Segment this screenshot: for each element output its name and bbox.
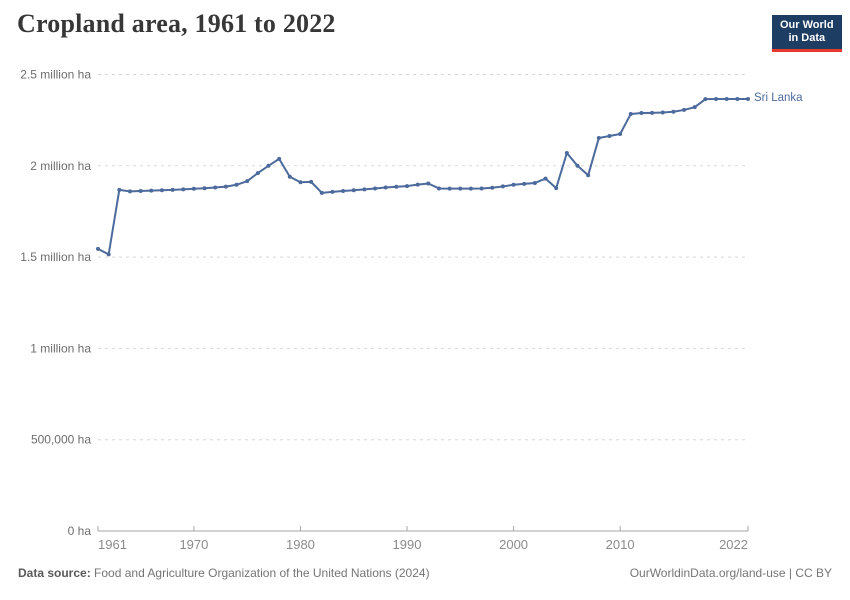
data-point[interactable] — [714, 96, 719, 101]
data-point[interactable] — [511, 182, 516, 187]
data-point[interactable] — [330, 189, 335, 194]
data-point[interactable] — [223, 184, 228, 189]
data-point[interactable] — [639, 111, 644, 116]
data-point[interactable] — [405, 184, 410, 189]
data-point[interactable] — [532, 180, 537, 185]
data-point[interactable] — [586, 173, 591, 178]
data-point[interactable] — [447, 186, 452, 191]
data-point[interactable] — [287, 174, 292, 179]
x-axis-tick-label: 2000 — [499, 537, 528, 552]
data-point[interactable] — [191, 186, 196, 191]
x-axis-tick-label: 2022 — [719, 537, 748, 552]
data-point[interactable] — [522, 181, 527, 186]
data-point[interactable] — [543, 176, 548, 181]
y-axis-tick-label: 1 million ha — [30, 341, 91, 355]
owid-logo-line2: in Data — [788, 32, 826, 45]
y-axis-tick-label: 0 ha — [68, 524, 92, 538]
data-point[interactable] — [735, 96, 740, 101]
data-point[interactable] — [746, 96, 750, 101]
data-source-note: Data source: Food and Agriculture Organi… — [18, 566, 430, 580]
y-axis-tick-label: 1.5 million ha — [20, 250, 91, 264]
data-point[interactable] — [500, 184, 505, 189]
y-axis-tick-label: 2.5 million ha — [20, 68, 91, 82]
data-point[interactable] — [351, 188, 356, 193]
data-point[interactable] — [309, 179, 314, 184]
data-point[interactable] — [117, 187, 122, 192]
data-point[interactable] — [245, 179, 250, 184]
data-point[interactable] — [213, 185, 218, 190]
data-point[interactable] — [607, 134, 612, 139]
x-axis-tick-label: 1990 — [393, 537, 422, 552]
data-point[interactable] — [170, 187, 175, 192]
data-point[interactable] — [692, 105, 697, 110]
data-source-text: Food and Agriculture Organization of the… — [94, 566, 430, 580]
data-point[interactable] — [266, 163, 271, 168]
data-point[interactable] — [426, 181, 431, 186]
data-point[interactable] — [383, 185, 388, 190]
data-point[interactable] — [106, 252, 111, 257]
chart-footer: Data source: Food and Agriculture Organi… — [18, 566, 832, 580]
data-source-label: Data source: — [18, 566, 91, 580]
data-point[interactable] — [575, 163, 580, 168]
chart-title: Cropland area, 1961 to 2022 — [17, 9, 336, 38]
x-axis-tick-label: 2010 — [606, 537, 635, 552]
data-point[interactable] — [202, 186, 207, 191]
x-axis-tick-label: 1980 — [286, 537, 315, 552]
data-point[interactable] — [341, 188, 346, 193]
data-point[interactable] — [703, 97, 708, 102]
data-point[interactable] — [415, 182, 420, 187]
data-point[interactable] — [458, 186, 463, 191]
y-axis-tick-label: 500,000 ha — [31, 433, 91, 447]
data-point[interactable] — [149, 188, 154, 193]
data-point[interactable] — [255, 171, 260, 176]
data-point[interactable] — [373, 186, 378, 191]
data-point[interactable] — [618, 132, 623, 137]
data-point[interactable] — [234, 182, 239, 187]
data-point[interactable] — [436, 186, 441, 191]
data-point[interactable] — [181, 187, 186, 192]
data-line-sri-lanka[interactable] — [97, 97, 749, 256]
data-point[interactable] — [660, 110, 665, 115]
data-point[interactable] — [490, 185, 495, 190]
data-point[interactable] — [628, 111, 633, 116]
data-point[interactable] — [138, 188, 143, 193]
y-axis-tick-label: 2 million ha — [30, 159, 91, 173]
data-point[interactable] — [394, 184, 399, 189]
data-point[interactable] — [682, 107, 687, 112]
data-point[interactable] — [671, 109, 676, 114]
data-point[interactable] — [650, 110, 655, 115]
data-point[interactable] — [362, 187, 367, 192]
data-point[interactable] — [127, 189, 132, 194]
line-chart: 0 ha 500,000 ha 1 million ha 1.5 million ha… — [20, 68, 750, 552]
data-point[interactable] — [159, 188, 164, 193]
data-point[interactable] — [479, 186, 484, 191]
data-point[interactable] — [277, 156, 282, 161]
x-axis-tick-label: 1961 — [98, 537, 127, 552]
x-axis-tick-label: 1970 — [179, 537, 208, 552]
data-point[interactable] — [596, 136, 601, 141]
entity-label-sri-lanka[interactable]: Sri Lanka — [754, 91, 803, 104]
data-point[interactable] — [298, 180, 303, 185]
data-point[interactable] — [468, 186, 473, 191]
data-point[interactable] — [564, 151, 569, 156]
owid-logo[interactable]: Our World in Data — [772, 15, 842, 52]
data-point[interactable] — [319, 190, 324, 195]
data-point[interactable] — [554, 186, 559, 191]
footer-attribution[interactable]: OurWorldinData.org/land-use | CC BY — [629, 566, 832, 580]
data-point[interactable] — [96, 246, 100, 251]
data-point[interactable] — [724, 96, 729, 101]
owid-logo-line1: Our World — [780, 19, 834, 31]
